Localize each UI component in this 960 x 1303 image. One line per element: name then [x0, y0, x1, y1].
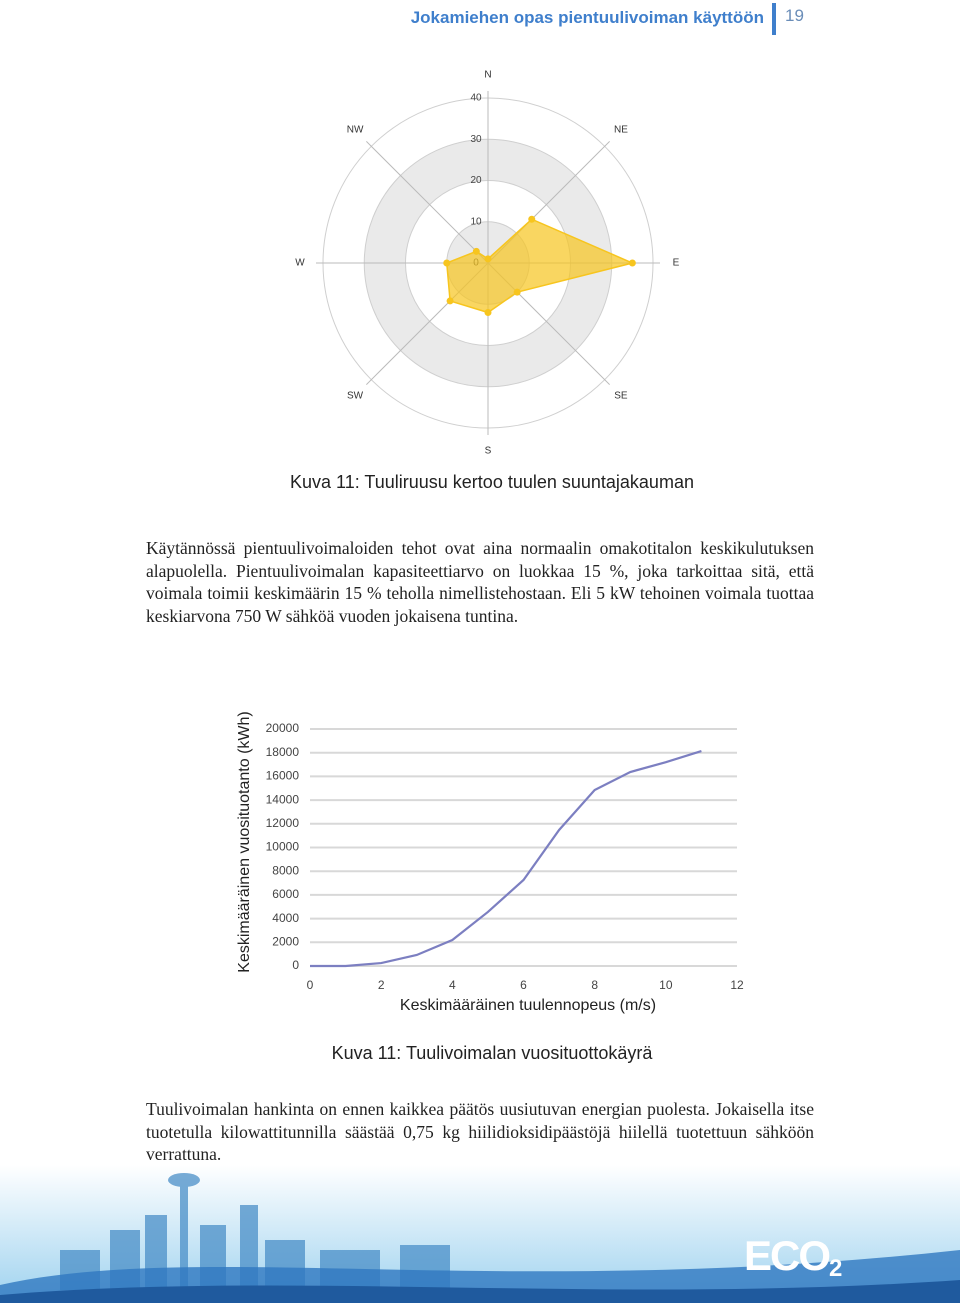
direction-label: W	[295, 258, 305, 269]
x-tick-label: 10	[659, 978, 673, 992]
caption: Kuva 11: Tuuliruusu kertoo tuulen suunta…	[290, 472, 694, 492]
radar-point	[446, 297, 454, 305]
page-number: 19	[785, 6, 804, 25]
y-tick-label: 20000	[266, 721, 300, 735]
paragraph: Käytännössä pientuulivoimaloiden tehot o…	[146, 538, 814, 626]
direction-label: E	[673, 258, 680, 269]
y-tick-label: 2000	[272, 934, 299, 948]
direction-label: SE	[614, 391, 628, 402]
radar-spoke	[366, 141, 489, 264]
footer-wave	[0, 1280, 960, 1303]
y-tick-label: 14000	[266, 792, 300, 806]
direction-label: SW	[347, 391, 364, 402]
radial-tick-label: 40	[470, 93, 482, 104]
x-tick-label: 0	[307, 978, 314, 992]
y-tick-label: 4000	[272, 911, 299, 925]
header-title: Jokamiehen opas pientuulivoiman käyttöön	[410, 8, 764, 27]
direction-label: S	[485, 446, 492, 457]
radar-point	[472, 247, 480, 255]
radar-point	[528, 215, 536, 223]
x-tick-label: 8	[591, 978, 598, 992]
x-tick-label: 4	[449, 978, 456, 992]
x-tick-label: 6	[520, 978, 527, 992]
logo: ECO2	[744, 1232, 842, 1283]
radial-tick-label: 20	[470, 175, 482, 186]
radar-point	[513, 288, 521, 296]
line-series	[310, 749, 702, 968]
x-axis-label: Keskimääräinen tuulennopeus (m/s)	[400, 997, 656, 1014]
logo-sub: 2	[829, 1255, 842, 1282]
y-tick-label: 0	[292, 958, 299, 972]
paragraph: Tuulivoimalan hankinta on ennen kaikkea …	[146, 1099, 814, 1165]
radial-tick-label: 30	[470, 134, 482, 145]
radar-point	[484, 309, 492, 316]
direction-label: NE	[614, 125, 628, 136]
direction-label: N	[484, 70, 491, 81]
y-tick-label: 16000	[266, 769, 300, 783]
y-tick-label: 18000	[266, 745, 300, 759]
y-axis-label: Keskimääräinen vuosituotanto (kWh)	[236, 711, 253, 972]
caption: Kuva 11: Tuulivoimalan vuosituottokäyrä	[331, 1043, 653, 1063]
radar-point	[443, 259, 451, 267]
y-tick-label: 8000	[272, 863, 299, 877]
radar-point	[628, 259, 636, 267]
y-tick-label: 12000	[266, 816, 300, 830]
y-tick-label: 6000	[272, 887, 299, 901]
header-divider	[772, 3, 776, 35]
x-tick-label: 12	[730, 978, 744, 992]
logo-text: ECO	[744, 1232, 831, 1279]
radar-point	[484, 255, 492, 263]
y-tick-label: 10000	[266, 840, 300, 854]
x-tick-label: 2	[378, 978, 385, 992]
radial-tick-label: 10	[470, 216, 482, 227]
direction-label: NW	[347, 125, 364, 136]
